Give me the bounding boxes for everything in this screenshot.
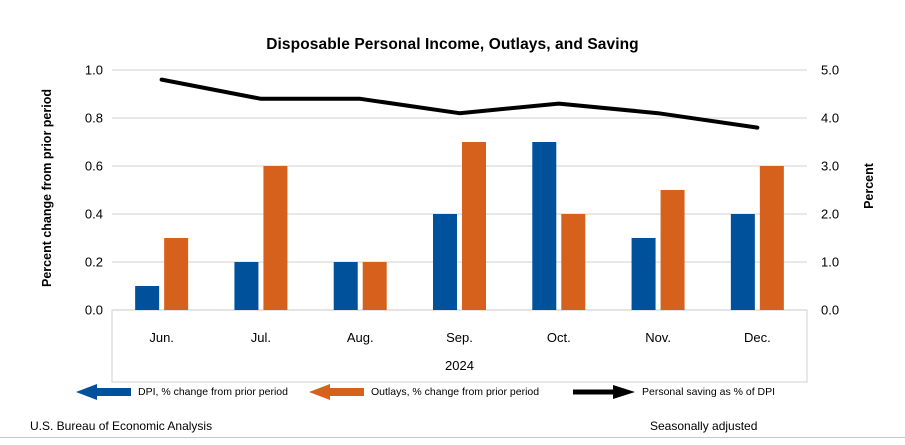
bar-outlays-nov <box>660 190 685 310</box>
left-tick-label: 1.0 <box>85 63 103 78</box>
bar-outlays-aug <box>362 262 387 310</box>
seasonally-adjusted-note: Seasonally adjusted <box>650 419 758 433</box>
legend-label-saving: Personal saving as % of DPI <box>642 386 776 398</box>
month-label: Oct. <box>547 330 571 345</box>
year-label: 2024 <box>445 358 474 373</box>
right-tick-label: 5.0 <box>821 63 839 78</box>
source-text: U.S. Bureau of Economic Analysis <box>30 419 213 433</box>
right-tick-label: 1.0 <box>821 255 839 270</box>
month-label: Jul. <box>251 330 271 345</box>
month-label: Dec. <box>744 330 771 345</box>
right-tick-label: 4.0 <box>821 111 839 126</box>
chart-title: Disposable Personal Income, Outlays, and… <box>266 36 639 53</box>
right-tick-label: 0.0 <box>821 303 839 318</box>
legend-label-outlays: Outlays, % change from prior period <box>371 386 540 398</box>
month-label: Sep. <box>446 330 473 345</box>
bar-outlays-jul <box>263 166 288 310</box>
left-tick-label: 0.0 <box>85 303 103 318</box>
legend-item-outlays: Outlays, % change from prior period <box>309 382 539 402</box>
month-label: Nov. <box>645 330 671 345</box>
bar-dpi-sep <box>433 214 457 310</box>
dpi-left-arrow-icon <box>76 384 131 400</box>
bar-outlays-dec <box>759 166 784 310</box>
left-tick-label: 0.6 <box>85 159 103 174</box>
saving-line <box>159 77 760 130</box>
bar-dpi-aug <box>333 262 358 310</box>
left-axis-title: Percent change from prior period <box>40 89 54 287</box>
legend-item-saving: Personal saving as % of DPI <box>573 382 775 402</box>
left-tick-label: 0.4 <box>85 207 103 222</box>
right-tick-label: 2.0 <box>821 207 839 222</box>
outlays-left-arrow-icon <box>309 384 364 400</box>
right-axis-title: Percent <box>862 163 876 209</box>
right-tick-label: 3.0 <box>821 159 839 174</box>
left-tick-label: 0.2 <box>85 255 103 270</box>
legend-item-dpi: DPI, % change from prior period <box>76 382 288 402</box>
bar-dpi-oct <box>532 142 557 310</box>
legend-label-dpi: DPI, % change from prior period <box>138 386 288 398</box>
bar-outlays-jun <box>164 238 189 310</box>
saving-right-arrow-icon <box>573 385 635 399</box>
footer-divider <box>0 437 905 438</box>
bar-outlays-sep <box>462 142 486 310</box>
category-axis-box <box>111 309 808 383</box>
bar-dpi-jul <box>234 262 259 310</box>
month-label: Aug. <box>347 330 374 345</box>
month-label: Jun. <box>149 330 174 345</box>
bar-dpi-dec <box>730 214 755 310</box>
bar-dpi-nov <box>631 238 656 310</box>
bar-outlays-oct <box>561 214 586 310</box>
left-tick-label: 0.8 <box>85 111 103 126</box>
bar-dpi-jun <box>135 286 160 310</box>
